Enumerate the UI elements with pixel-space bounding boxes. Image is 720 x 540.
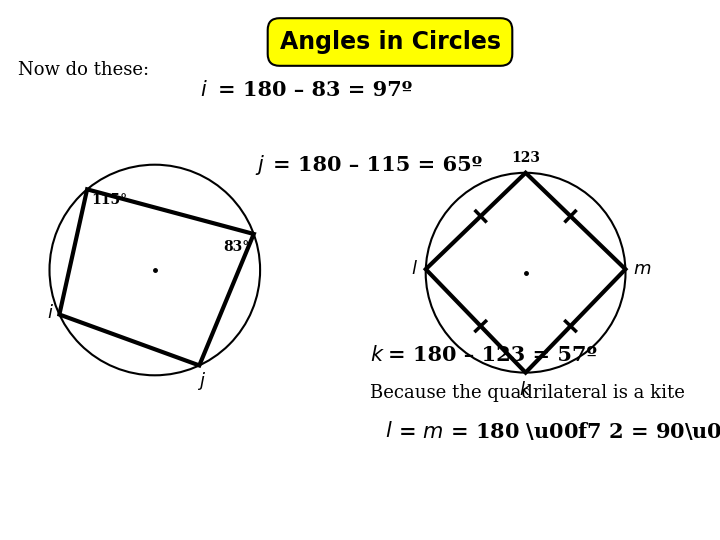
Text: $i$: $i$: [48, 303, 55, 321]
Text: $i$: $i$: [200, 80, 207, 100]
Text: $k$: $k$: [370, 345, 384, 365]
Text: $l$: $l$: [385, 421, 392, 441]
Text: 123: 123: [511, 151, 540, 165]
Text: = $m$ = 180 \u00f7 2 = 90\u00ba: = $m$ = 180 \u00f7 2 = 90\u00ba: [398, 420, 720, 442]
Text: $j$: $j$: [197, 370, 206, 393]
Text: = 180 – 83 = 97º: = 180 – 83 = 97º: [218, 80, 413, 100]
Text: $k$: $k$: [519, 381, 532, 399]
Text: Angles in Circles: Angles in Circles: [279, 30, 500, 54]
Text: = 180 – 123 = 57º: = 180 – 123 = 57º: [388, 345, 597, 365]
Text: $l$: $l$: [411, 260, 418, 278]
Text: = 180 – 115 = 65º: = 180 – 115 = 65º: [273, 155, 482, 175]
Text: $j$: $j$: [255, 153, 265, 177]
Text: Now do these:: Now do these:: [18, 61, 149, 79]
Text: Because the quadrilateral is a kite: Because the quadrilateral is a kite: [370, 384, 685, 402]
Text: 115°: 115°: [91, 193, 127, 207]
Text: 83°: 83°: [223, 240, 250, 254]
Text: $m$: $m$: [634, 260, 652, 278]
